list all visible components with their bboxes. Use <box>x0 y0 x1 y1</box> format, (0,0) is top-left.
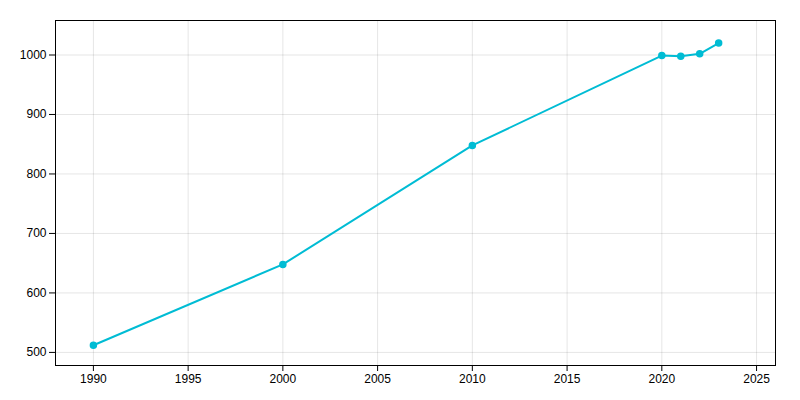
svg-text:1000: 1000 <box>20 48 47 62</box>
svg-text:500: 500 <box>26 345 46 359</box>
svg-text:2000: 2000 <box>270 372 297 386</box>
svg-text:800: 800 <box>26 167 46 181</box>
svg-text:700: 700 <box>26 226 46 240</box>
svg-text:1990: 1990 <box>80 372 107 386</box>
svg-text:1995: 1995 <box>175 372 202 386</box>
svg-text:900: 900 <box>26 107 46 121</box>
svg-text:2020: 2020 <box>648 372 675 386</box>
svg-text:2015: 2015 <box>554 372 581 386</box>
svg-text:2010: 2010 <box>459 372 486 386</box>
svg-text:600: 600 <box>26 286 46 300</box>
svg-text:2025: 2025 <box>743 372 770 386</box>
svg-text:2005: 2005 <box>364 372 391 386</box>
